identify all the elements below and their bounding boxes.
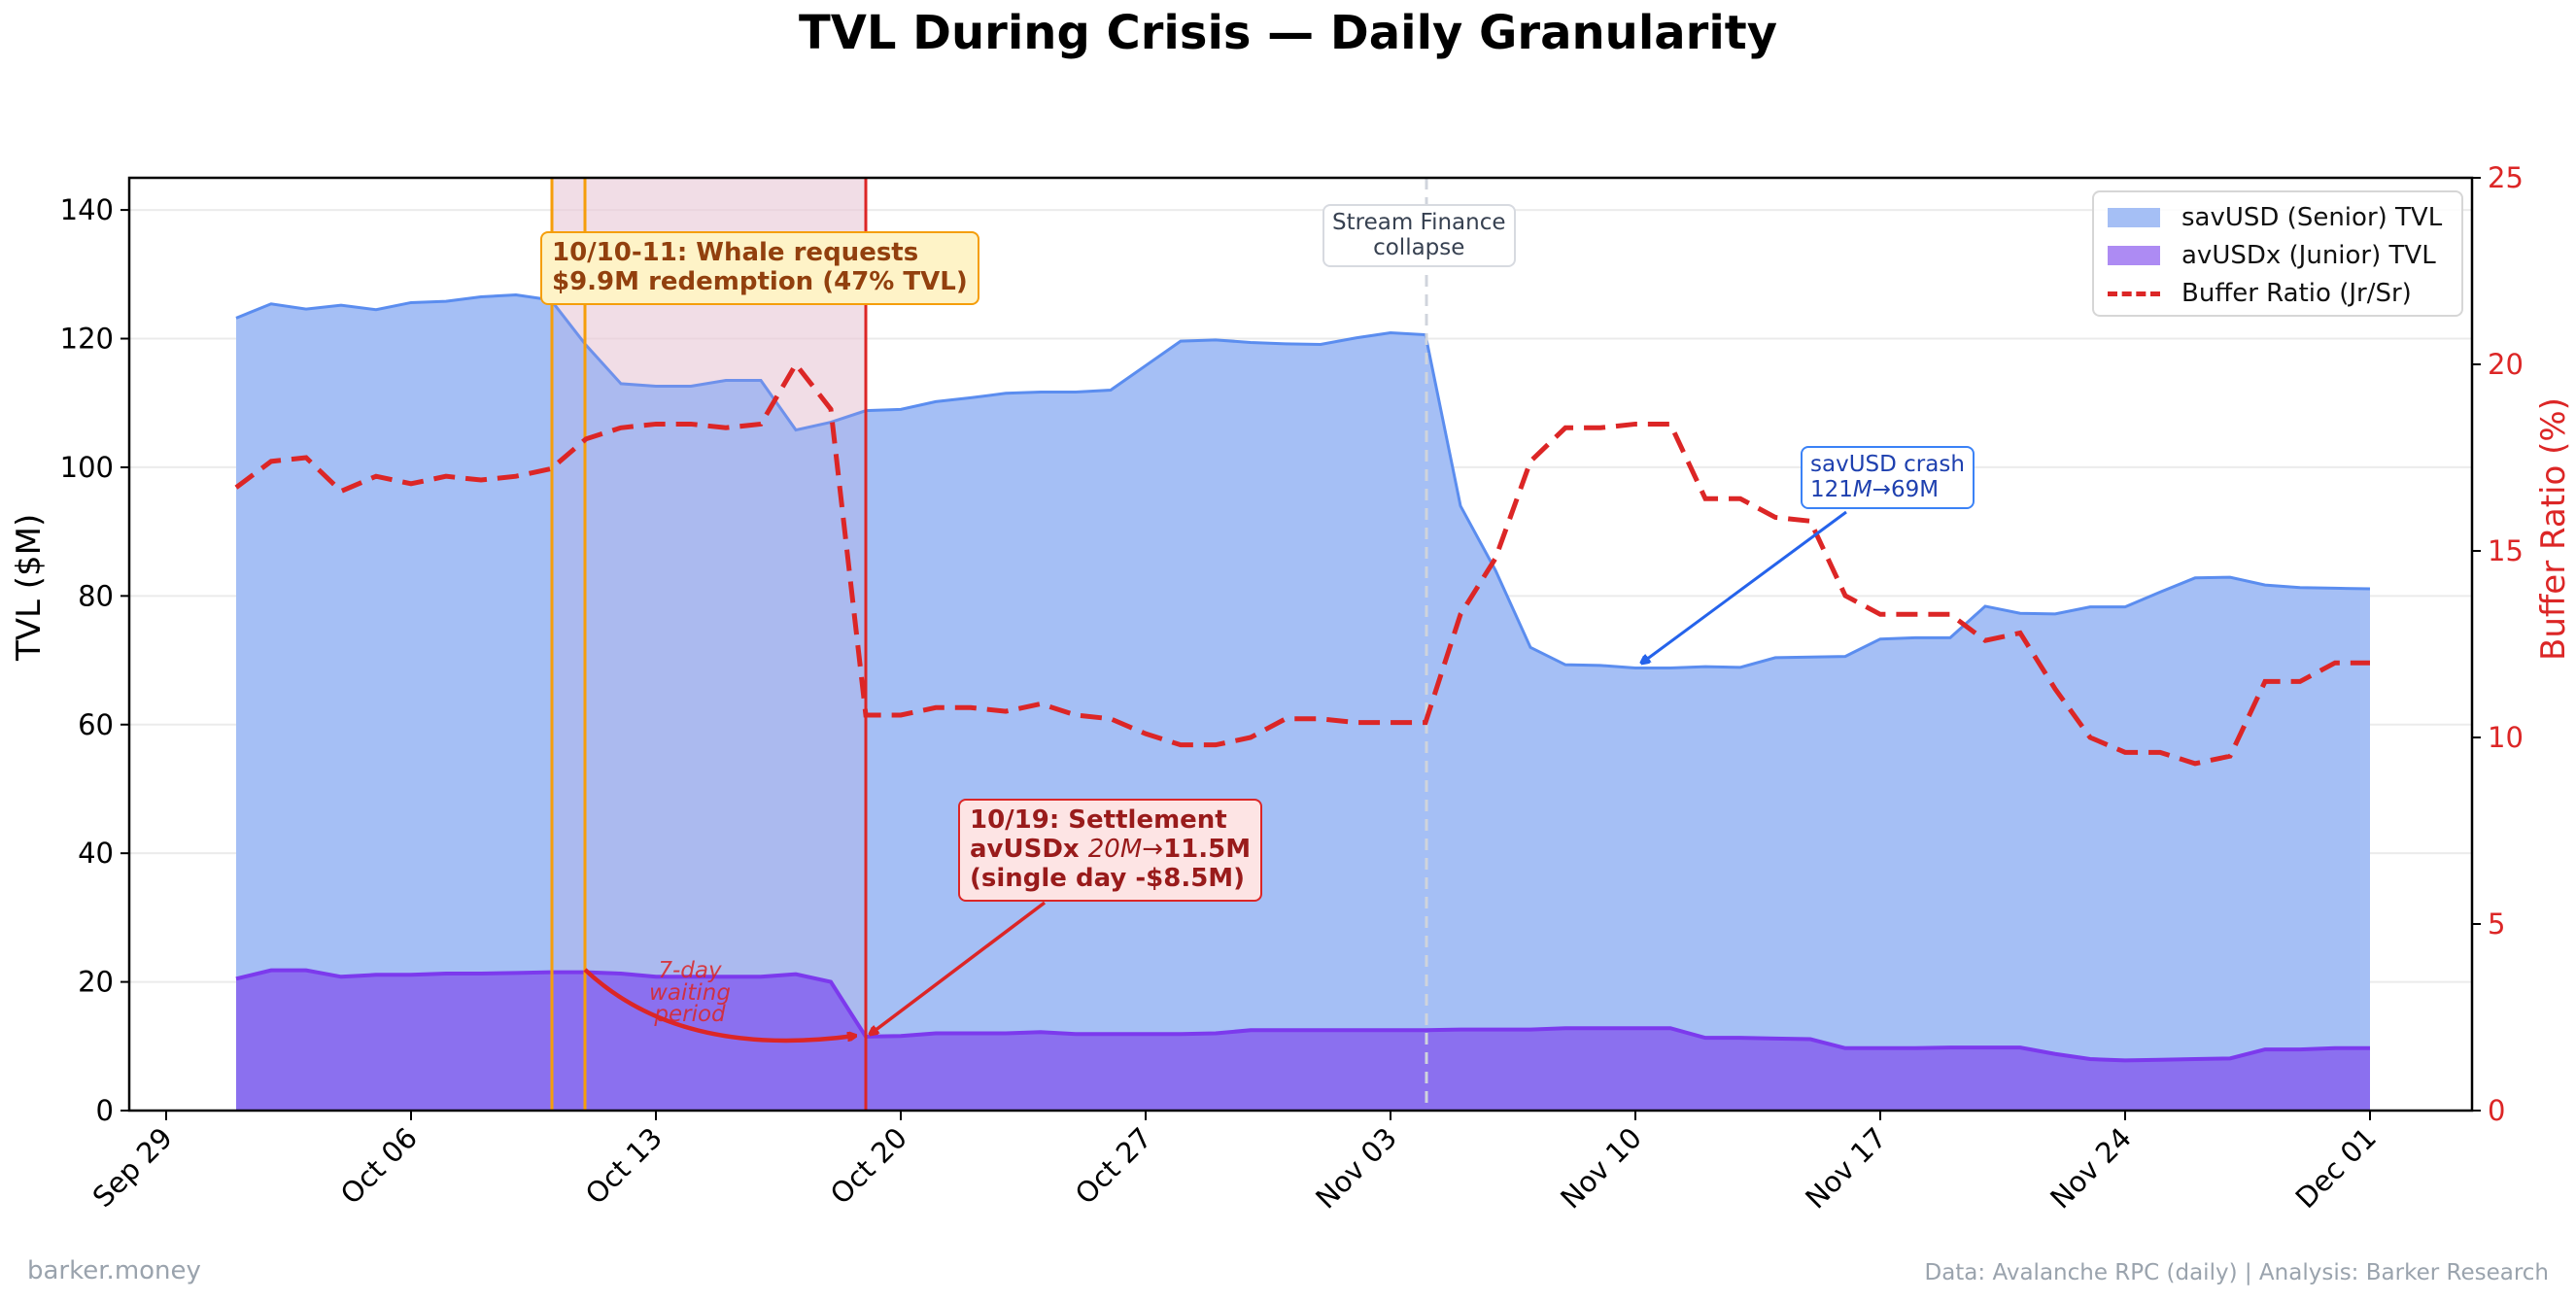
- x-tick-label: Nov 17: [1799, 1121, 1893, 1215]
- x-tick-label: Oct 06: [334, 1121, 424, 1211]
- settlement-arrow: [871, 901, 1047, 1034]
- y-tick-label: 60: [78, 708, 114, 741]
- annotation-arrows: [583, 510, 1847, 1044]
- annotation-whale: 10/10-11: Whale requests $9.9M redemptio…: [540, 231, 979, 305]
- y-tick-label: 100: [60, 451, 114, 484]
- x-tick-label: Nov 10: [1554, 1121, 1648, 1215]
- crash-arrow: [1642, 510, 1847, 663]
- area-series: [235, 178, 2371, 1111]
- y-tick-label: 20: [78, 966, 114, 999]
- legend-swatch-junior: [2108, 246, 2160, 265]
- x-tick-label: Nov 24: [2044, 1121, 2138, 1215]
- legend-label-senior: savUSD (Senior) TVL: [2181, 203, 2443, 232]
- waiting-period-label: 7-day waiting period: [632, 960, 748, 1026]
- senior-area: [236, 294, 2370, 1111]
- y2-tick-label: 0: [2488, 1094, 2505, 1127]
- y2-tick-label: 25: [2488, 161, 2524, 194]
- crash-from: 121: [1810, 477, 1853, 503]
- y2-tick-label: 10: [2488, 721, 2524, 754]
- x-tick-label: Nov 03: [1309, 1121, 1403, 1215]
- annotation-settlement-line2: avUSDx 20M→11.5M: [970, 834, 1252, 865]
- legend: savUSD (Senior) TVL avUSDx (Junior) TVL …: [2092, 190, 2463, 317]
- annotation-stream-finance: Stream Finance collapse: [1322, 204, 1516, 267]
- junior-line: [235, 968, 2370, 1063]
- annotation-settlement: 10/19: Settlement avUSDx 20M→11.5M (sing…: [958, 799, 1263, 902]
- x-tick-label: Sep 29: [86, 1121, 179, 1214]
- waiting-window-overlay: [552, 178, 866, 1111]
- x-tick-label: Oct 13: [579, 1121, 669, 1211]
- waiting-line3: period: [654, 1002, 726, 1028]
- crash-from-unit: M: [1852, 477, 1872, 503]
- annotation-stream-line1: Stream Finance: [1332, 210, 1506, 235]
- annotation-settlement-line1: 10/19: Settlement: [970, 805, 1227, 835]
- y2-tick-label: 20: [2488, 348, 2524, 381]
- crash-to: →69M: [1872, 477, 1940, 503]
- y-tick-label: 40: [78, 837, 114, 870]
- y-axis-label-right: Buffer Ratio (%): [2534, 397, 2573, 661]
- legend-swatch-senior: [2108, 208, 2160, 227]
- legend-item-senior: savUSD (Senior) TVL: [2108, 200, 2442, 235]
- annotation-stream-line2: collapse: [1373, 235, 1465, 261]
- annotation-savusd-crash: savUSD crash 121M→69M: [1801, 446, 1975, 509]
- x-tick-label: Oct 20: [824, 1121, 913, 1211]
- x-tick-label: Oct 27: [1069, 1121, 1158, 1211]
- settlement-from: 20M→: [1087, 834, 1164, 864]
- junior-area: [236, 970, 2370, 1111]
- annotation-whale-line1: 10/10-11: Whale requests: [552, 238, 919, 267]
- y2-tick-label: 5: [2488, 907, 2505, 941]
- y-tick-label: 80: [78, 579, 114, 612]
- waiting-line2: waiting: [649, 979, 731, 1006]
- legend-label-junior: avUSDx (Junior) TVL: [2181, 241, 2436, 270]
- legend-item-junior: avUSDx (Junior) TVL: [2108, 238, 2436, 273]
- y-axis-label-left: TVL ($M): [10, 513, 49, 661]
- y-tick-label: 140: [60, 193, 114, 226]
- chart-title: TVL During Crisis — Daily Granularity: [798, 6, 1778, 60]
- annotation-crash-line2: 121M→69M: [1810, 477, 1965, 502]
- settlement-to: 11.5M: [1163, 834, 1252, 864]
- waiting-period-arrow: [583, 968, 855, 1044]
- legend-label-ratio: Buffer Ratio (Jr/Sr): [2181, 279, 2412, 308]
- footer-source: Data: Avalanche RPC (daily) | Analysis: …: [1924, 1260, 2549, 1285]
- y2-tick-label: 15: [2488, 534, 2524, 567]
- annotation-settlement-line3: (single day -$8.5M): [970, 863, 1246, 893]
- annotation-crash-line1: savUSD crash: [1810, 452, 1965, 477]
- annotation-whale-line2: $9.9M redemption (47% TVL): [552, 266, 968, 296]
- settlement-token: avUSDx: [970, 834, 1088, 864]
- legend-item-ratio: Buffer Ratio (Jr/Sr): [2108, 276, 2412, 311]
- plot-frame: [127, 176, 2474, 1113]
- legend-swatch-ratio: [2108, 291, 2160, 296]
- ratio-series: [234, 359, 2370, 767]
- waiting-line1: 7-day: [658, 958, 722, 983]
- senior-line: [235, 292, 2371, 669]
- event-lines: [550, 178, 1428, 1111]
- x-tick-label: Dec 01: [2289, 1121, 2383, 1215]
- buffer-ratio-line: [234, 359, 2370, 767]
- y-tick-label: 0: [96, 1094, 114, 1127]
- y-tick-label: 120: [60, 323, 114, 356]
- footer-brand: barker.money: [27, 1256, 201, 1285]
